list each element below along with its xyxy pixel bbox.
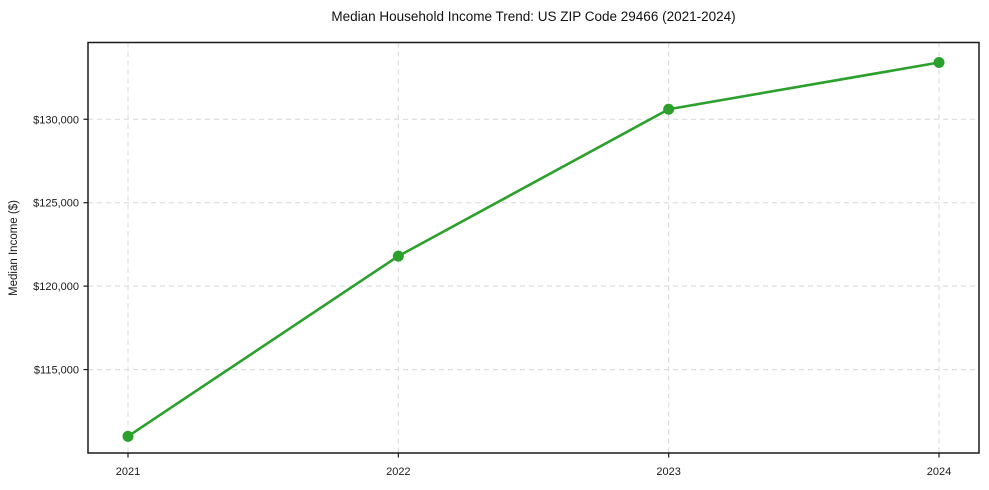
x-tick-label: 2022 <box>386 466 410 478</box>
y-tick-label: $115,000 <box>34 365 79 377</box>
y-tick-label: $120,000 <box>33 281 79 293</box>
data-point-marker <box>122 430 134 442</box>
data-point-marker <box>933 57 945 69</box>
x-tick-label: 2023 <box>656 466 680 478</box>
chart-title: Median Household Income Trend: US ZIP Co… <box>331 9 736 24</box>
trend-line <box>126 61 941 438</box>
x-tick-label: 2021 <box>116 466 140 478</box>
x-tick-label: 2024 <box>927 466 951 478</box>
data-point-marker <box>663 103 675 115</box>
data-point-marker <box>392 250 404 262</box>
y-tick-label: $125,000 <box>33 198 79 210</box>
y-tick-label: $130,000 <box>33 114 79 126</box>
plot-border <box>87 41 980 454</box>
